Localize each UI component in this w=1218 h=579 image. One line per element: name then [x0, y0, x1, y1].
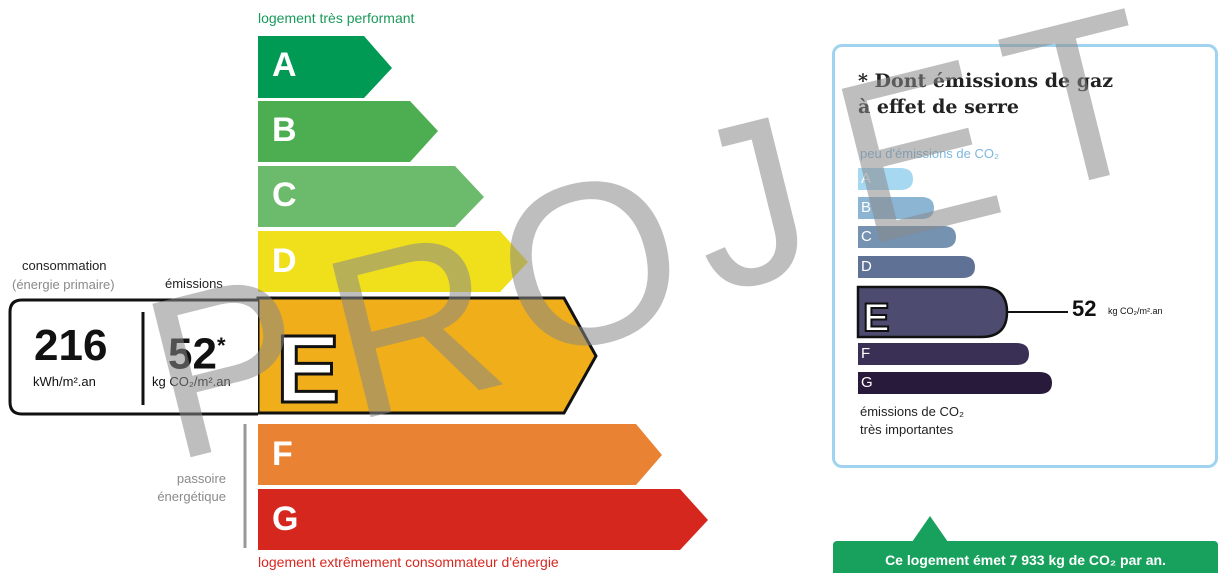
label-bottom: logement extrêmement consommateur d'éner… — [258, 554, 559, 570]
ges-letter-f: F — [861, 345, 871, 362]
ges-bar-e — [856, 285, 1009, 339]
ges-panel — [832, 44, 1218, 468]
ges-top-label: peu d'émissions de CO₂ — [860, 146, 1000, 161]
ges-letter-a: A — [861, 170, 872, 187]
class-bar-a — [258, 36, 392, 98]
class-bar-d — [258, 231, 528, 292]
emissions-unit: kg CO₂/m².an — [152, 374, 231, 389]
class-bar-f — [258, 424, 662, 485]
class-bar-b — [258, 101, 438, 162]
ges-bar-f — [858, 343, 1029, 365]
consumption-subtitle: (énergie primaire) — [12, 277, 115, 292]
class-g-label: G — [258, 490, 358, 552]
ges-scale: E — [856, 168, 1068, 394]
ges-e-letter: E — [863, 296, 890, 340]
consumption-unit: kWh/m².an — [33, 374, 96, 389]
class-letter-a: A — [272, 46, 297, 84]
class-f-label: F — [258, 425, 358, 487]
ges-bar-d — [858, 256, 975, 278]
passoire-line1: passoire — [176, 471, 226, 486]
class-a-label: A — [258, 36, 358, 98]
ges-bar-g — [858, 372, 1052, 394]
emissions-value: 52* — [168, 324, 226, 377]
label-top: logement très performant — [258, 10, 415, 26]
class-d-label: D — [258, 232, 358, 294]
emissions-title: émissions — [165, 276, 223, 291]
ges-class-g: G — [855, 372, 885, 394]
ges-class-d: D — [855, 256, 885, 278]
ges-value: 52 — [1072, 296, 1097, 321]
class-letter-d: D — [272, 242, 297, 280]
ges-letter-b: B — [861, 199, 872, 216]
ges-class-b: B — [855, 197, 885, 219]
ges-class-a: A — [855, 168, 885, 190]
ges-class-c: C — [855, 226, 885, 248]
ges-bottom-line2: très importantes — [860, 422, 954, 437]
ges-title-line2: à effet de serre — [858, 96, 1019, 118]
emissions-value-number: 52 — [168, 329, 217, 379]
passoire-line2: énergétique — [157, 489, 226, 504]
energy-scale: E — [8, 36, 708, 550]
class-letter-g: G — [272, 500, 299, 538]
class-bar-g — [258, 489, 708, 550]
value-box — [8, 298, 258, 416]
co2-banner: Ce logement émet 7 933 kg de CO₂ par an. — [833, 541, 1218, 573]
class-e-letter: E — [276, 316, 340, 423]
ges-letter-c: C — [861, 228, 872, 245]
ges-letter-g: G — [861, 374, 873, 391]
class-letter-b: B — [272, 111, 297, 149]
class-b-label: B — [258, 101, 358, 163]
class-letter-f: F — [272, 435, 293, 473]
banner-pointer — [912, 516, 948, 542]
ges-bottom-line1: émissions de CO₂ — [860, 404, 965, 419]
consumption-value: 216 — [34, 321, 108, 370]
class-c-label: C — [258, 166, 358, 228]
ges-title-line1: * Dont émissions de gaz — [858, 70, 1114, 92]
ges-unit: kg CO₂/m².an — [1108, 306, 1163, 316]
consumption-title: consommation — [22, 258, 107, 273]
class-bar-c — [258, 166, 484, 227]
ges-bar-b — [858, 197, 934, 219]
ges-class-f: F — [855, 343, 885, 365]
ges-bar-a — [858, 168, 913, 190]
ges-letter-d: D — [861, 258, 872, 275]
emissions-asterisk: * — [216, 333, 226, 358]
class-letter-c: C — [272, 176, 297, 214]
ges-bar-c — [858, 226, 956, 248]
